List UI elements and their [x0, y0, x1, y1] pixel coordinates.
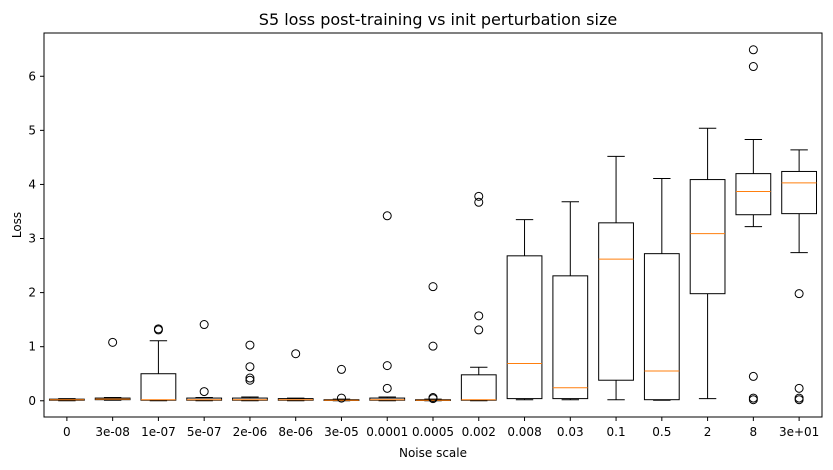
outlier-point — [748, 371, 758, 381]
box-group — [323, 364, 360, 403]
x-tick-label: 0.5 — [652, 425, 671, 439]
outlier-point — [291, 349, 301, 359]
iqr-box — [232, 397, 268, 401]
y-tick-label: 1 — [28, 340, 36, 354]
outlier-point — [245, 375, 255, 385]
outlier-point — [382, 383, 392, 393]
box-group — [735, 45, 772, 405]
iqr-box — [506, 255, 543, 400]
box-group — [552, 201, 589, 401]
outlier-point — [108, 337, 118, 347]
iqr-box — [735, 173, 772, 216]
y-tick-label: 0 — [28, 394, 36, 408]
x-tick-label: 5e-07 — [187, 425, 222, 439]
outlier-point — [153, 324, 163, 334]
x-tick-label: 3e-05 — [324, 425, 359, 439]
box-group — [48, 398, 85, 402]
x-tick-label: 0.002 — [462, 425, 496, 439]
outlier-point — [336, 364, 346, 374]
box-group — [186, 320, 223, 402]
y-axis-label: Loss — [10, 212, 24, 238]
outlier-point — [474, 191, 484, 201]
outlier-point — [748, 45, 758, 55]
outlier-point — [794, 393, 804, 403]
outlier-point — [748, 393, 758, 403]
plot-frame — [43, 32, 823, 418]
outlier-point — [336, 393, 346, 403]
iqr-box — [460, 374, 497, 401]
box-group — [460, 191, 497, 402]
x-tick-label: 8e-06 — [278, 425, 313, 439]
iqr-box — [689, 179, 726, 295]
y-tick-label: 4 — [28, 177, 36, 191]
box-group — [689, 127, 726, 400]
outlier-point — [245, 362, 255, 372]
outlier-point — [382, 361, 392, 371]
box-group — [415, 282, 451, 404]
x-tick-label: 2 — [704, 425, 712, 439]
x-axis: 0 3e-08 1e-07 5e-07 2e-06 8e-06 3e-05 0.0001 0.0… — [63, 417, 819, 439]
box-group — [506, 219, 543, 401]
box-group — [643, 177, 680, 401]
x-tick-label: 0.1 — [607, 425, 626, 439]
y-tick-label: 6 — [28, 69, 36, 83]
box-group — [140, 324, 177, 402]
y-tick-label: 5 — [28, 123, 36, 137]
x-tick-label: 0.03 — [557, 425, 584, 439]
outlier-point — [794, 383, 804, 393]
x-tick-label: 3e-08 — [95, 425, 130, 439]
x-tick-label: 0.008 — [507, 425, 541, 439]
iqr-box — [140, 373, 177, 401]
outlier-point — [474, 325, 484, 335]
outlier-point — [474, 197, 484, 207]
x-tick-label: 0 — [63, 425, 71, 439]
box-group — [369, 211, 406, 402]
y-axis: 0 1 2 3 4 5 6 — [28, 69, 44, 408]
outlier-point — [748, 62, 758, 72]
y-tick-label: 3 — [28, 232, 36, 246]
x-axis-label: Noise scale — [399, 446, 467, 460]
box-group — [781, 149, 818, 405]
x-tick-label: 2e-06 — [233, 425, 268, 439]
outlier-point — [245, 340, 255, 350]
outlier-point — [199, 387, 209, 397]
box-group — [277, 349, 314, 402]
plot-area — [48, 45, 818, 405]
chart-title: S5 loss post-training vs init perturbati… — [259, 10, 617, 29]
x-tick-label: 3e+01 — [779, 425, 819, 439]
x-tick-label: 0.0001 — [366, 425, 408, 439]
outlier-point — [245, 373, 255, 383]
outlier-point — [428, 282, 438, 292]
box-group — [94, 337, 131, 401]
iqr-box — [369, 397, 406, 401]
outlier-point — [474, 311, 484, 321]
iqr-box — [781, 170, 818, 215]
y-tick-label: 2 — [28, 286, 36, 300]
x-tick-label: 0.0005 — [412, 425, 454, 439]
iqr-box — [643, 253, 680, 401]
outlier-point — [428, 393, 438, 403]
box-group — [598, 155, 634, 401]
outlier-point — [382, 211, 392, 221]
iqr-box — [598, 222, 634, 381]
x-tick-label: 8 — [750, 425, 758, 439]
iqr-box — [186, 397, 223, 401]
x-tick-label: 1e-07 — [141, 425, 176, 439]
outlier-point — [794, 289, 804, 299]
iqr-box — [552, 275, 589, 400]
outlier-point — [428, 341, 438, 351]
box-group — [232, 340, 268, 402]
outlier-point — [199, 320, 209, 330]
